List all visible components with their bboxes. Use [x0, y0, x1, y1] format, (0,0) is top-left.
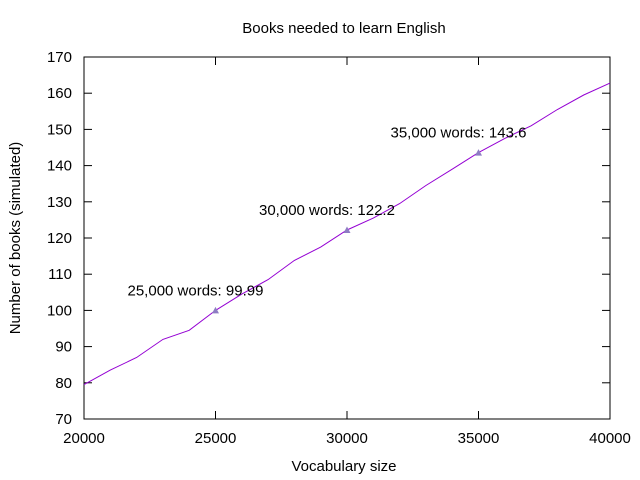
data-point-marker: [343, 226, 351, 234]
x-tick-label: 40000: [589, 430, 631, 447]
data-point-annotation: 35,000 words: 143.6: [391, 125, 527, 142]
y-tick-label: 130: [47, 194, 72, 211]
series-line: [83, 82, 611, 386]
y-axis-ticks: 70 80 90 100 110 120 130 140 150 160 170: [47, 49, 610, 428]
y-tick-label: 160: [47, 85, 72, 102]
y-axis-label: Number of books (simulated): [7, 142, 24, 335]
data-point-marker: [212, 306, 219, 314]
marker-layer: 25,000 words: 99.99 30,000 words: 122.2 35…: [128, 125, 527, 314]
y-tick-label: 80: [55, 375, 72, 392]
x-axis-ticks: 20000 25000 30000 35000 40000: [63, 57, 631, 447]
y-tick-label: 110: [48, 266, 72, 283]
series-layer: [83, 82, 611, 386]
plot-frame: [83, 56, 611, 420]
y-tick-label: 150: [47, 121, 72, 138]
x-axis-label: Vocabulary size: [291, 458, 396, 475]
y-tick-label: 100: [47, 302, 72, 319]
y-tick-label: 140: [47, 158, 72, 175]
data-point-annotation: 30,000 words: 122.2: [259, 202, 395, 219]
data-point-marker: [475, 149, 482, 156]
y-tick-label: 170: [47, 49, 72, 66]
chart-title: Books needed to learn English: [242, 20, 445, 37]
y-tick-label: 70: [55, 411, 72, 428]
x-tick-label: 20000: [63, 430, 105, 447]
y-tick-label: 90: [55, 339, 72, 356]
x-tick-label: 30000: [326, 430, 368, 447]
data-point-annotation: 25,000 words: 99.99: [128, 282, 264, 299]
x-tick-label: 25000: [195, 430, 237, 447]
x-tick-label: 35000: [458, 430, 500, 447]
y-tick-label: 120: [47, 230, 72, 247]
